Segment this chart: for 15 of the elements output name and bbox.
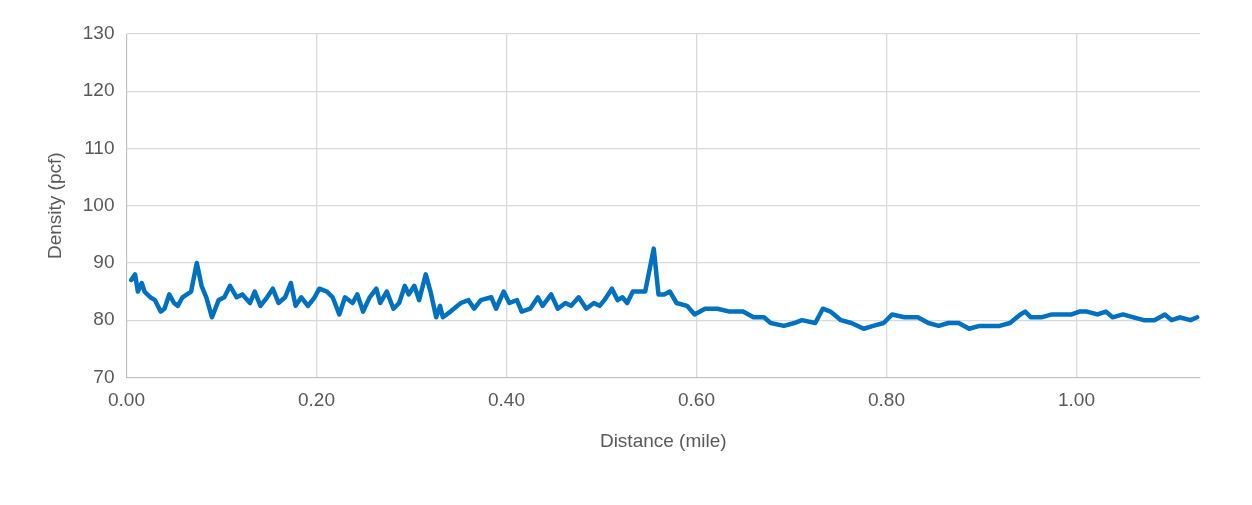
x-tick-label: 1.00 bbox=[1058, 389, 1095, 411]
x-tick-label: 0.00 bbox=[108, 389, 145, 411]
y-axis-title: Density (pcf) bbox=[43, 152, 65, 260]
x-tick-label: 0.40 bbox=[488, 389, 525, 411]
x-tick-label: 0.80 bbox=[868, 389, 905, 411]
x-tick-label: 0.60 bbox=[678, 389, 715, 411]
x-tick-label: 0.20 bbox=[298, 389, 335, 411]
y-tick-label: 130 bbox=[82, 22, 115, 44]
y-tick-label: 70 bbox=[93, 365, 115, 387]
y-tick-label: 100 bbox=[82, 193, 115, 215]
y-tick-label: 80 bbox=[93, 308, 115, 330]
y-tick-label: 110 bbox=[84, 136, 115, 158]
x-axis-title: Distance (mile) bbox=[599, 429, 727, 451]
y-tick-label: 90 bbox=[93, 251, 115, 273]
y-tick-label: 120 bbox=[82, 79, 115, 101]
